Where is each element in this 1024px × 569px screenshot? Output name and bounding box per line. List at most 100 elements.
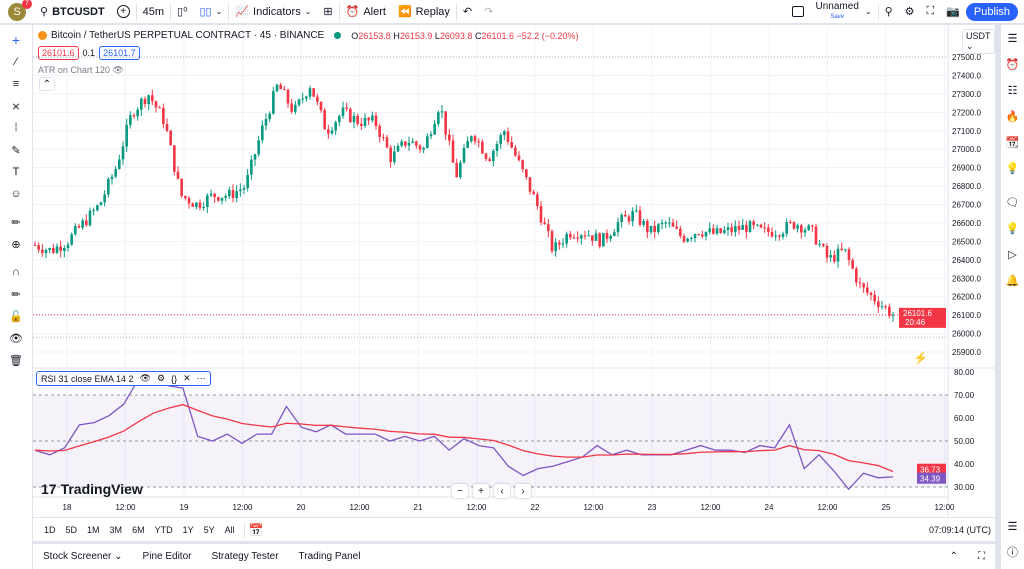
candle bbox=[41, 249, 44, 254]
range-1d[interactable]: 1D bbox=[44, 524, 56, 535]
layers-button[interactable]: ☰ bbox=[1001, 513, 1024, 539]
symbol-title[interactable]: Bitcoin / TetherUS PERPETUAL CONTRACT · … bbox=[51, 30, 325, 41]
candle bbox=[103, 194, 106, 203]
maximize-panel-button[interactable]: ⛶ bbox=[978, 551, 985, 562]
calendar-button[interactable]: 📆 bbox=[1001, 129, 1024, 155]
time-tick-label: 22 bbox=[531, 503, 540, 512]
pattern-tool[interactable]: ⨯ bbox=[0, 95, 32, 117]
emoji-tool[interactable]: ☺ bbox=[0, 183, 32, 205]
sell-price-button[interactable]: 26101.6 bbox=[38, 46, 79, 60]
compare-button[interactable]: + bbox=[111, 0, 136, 24]
range-1y[interactable]: 1Y bbox=[182, 524, 194, 535]
magnet-icon: ∩ bbox=[12, 266, 20, 278]
eye-hidden-icon[interactable]: 👁 bbox=[112, 65, 124, 75]
lock-drawing-tool[interactable]: ✏ bbox=[0, 283, 32, 305]
ideas-button[interactable]: 💡 bbox=[1001, 155, 1024, 181]
candle bbox=[378, 126, 381, 138]
layout-name[interactable]: Unnamed Save bbox=[810, 0, 865, 24]
alert-button[interactable]: ⏰ Alert bbox=[340, 0, 392, 24]
tab-strategy-tester[interactable]: Strategy Tester bbox=[211, 551, 279, 562]
scroll-right-button[interactable]: › bbox=[515, 484, 531, 498]
close-icon[interactable]: ✕ bbox=[183, 373, 191, 383]
calendar-icon[interactable]: 📅 bbox=[248, 522, 264, 537]
tab-pine-editor[interactable]: Pine Editor bbox=[142, 551, 192, 562]
candle bbox=[770, 231, 774, 237]
zoom-tool[interactable]: ⊕ bbox=[0, 233, 32, 255]
time-tick-label: 12:00 bbox=[817, 503, 838, 512]
alerts-button[interactable]: ⏰ bbox=[1001, 51, 1024, 77]
undo-button[interactable]: ↶ bbox=[457, 0, 478, 24]
trendline-tool[interactable]: ∕ bbox=[0, 51, 32, 73]
layout-button[interactable] bbox=[786, 0, 810, 24]
quick-search-button[interactable]: ⚲ bbox=[879, 0, 899, 24]
chart-area[interactable]: 27500.0 27400.0 27300.0 27200.0 27100.0 27000… bbox=[33, 25, 995, 541]
range-6m[interactable]: 6M bbox=[132, 524, 145, 535]
redo-button[interactable]: ↷ bbox=[478, 0, 499, 24]
tab-trading-panel[interactable]: Trading Panel bbox=[298, 551, 361, 562]
ruler-tool[interactable]: ✏ bbox=[0, 211, 32, 233]
chevron-down-icon[interactable]: ⌄ bbox=[864, 7, 872, 16]
hide-tool[interactable]: 👁 bbox=[0, 327, 32, 349]
source-code-icon[interactable]: {} bbox=[171, 373, 178, 384]
candle bbox=[151, 95, 154, 102]
publish-button[interactable]: Publish bbox=[965, 2, 1018, 21]
remove-tool[interactable]: 🗑 bbox=[0, 349, 32, 371]
indicators-button[interactable]: 📈 Indicators ⌄ bbox=[229, 0, 317, 24]
zoom-in-button[interactable]: + bbox=[473, 484, 489, 498]
help-button[interactable]: ⓘ bbox=[1001, 539, 1024, 565]
gear-icon[interactable]: ⚙ bbox=[157, 373, 166, 383]
candle bbox=[180, 178, 183, 196]
streams-button[interactable]: 💡 bbox=[1001, 215, 1024, 241]
range-ytd[interactable]: YTD bbox=[154, 524, 173, 535]
lightning-icon[interactable]: ⚡ bbox=[913, 351, 928, 365]
chats-button[interactable]: 🗨 bbox=[1001, 189, 1024, 215]
range-5y[interactable]: 5Y bbox=[203, 524, 215, 535]
fullscreen-button[interactable]: ⛶ bbox=[921, 0, 941, 24]
scroll-left-button[interactable]: ‹ bbox=[494, 484, 510, 498]
candle bbox=[85, 220, 88, 226]
range-1m[interactable]: 1M bbox=[87, 524, 100, 535]
buy-price-button[interactable]: 26101.7 bbox=[99, 46, 140, 60]
snapshot-button[interactable]: 📷 bbox=[940, 0, 966, 24]
templates-button[interactable]: ⊞ bbox=[317, 0, 338, 24]
lock-icon: 🔓 bbox=[9, 310, 23, 323]
interval-button[interactable]: 45m bbox=[142, 5, 165, 18]
candle bbox=[499, 135, 502, 145]
more-icon[interactable]: ⋯ bbox=[196, 373, 206, 383]
object-tree-button[interactable]: ☷ bbox=[1001, 77, 1024, 103]
brush-tool[interactable]: ✎ bbox=[0, 139, 32, 161]
fib-tool[interactable]: ≡ bbox=[0, 73, 32, 95]
projection-tool[interactable]: ⁞ bbox=[0, 117, 32, 139]
notifications-button[interactable]: 🔔 bbox=[1001, 267, 1024, 293]
candle bbox=[173, 145, 176, 172]
save-link[interactable]: Save bbox=[830, 13, 845, 20]
range-3m[interactable]: 3M bbox=[109, 524, 123, 535]
magnet-tool[interactable]: ∩ bbox=[0, 261, 32, 283]
tab-stock-screener[interactable]: Stock Screener ⌄ bbox=[43, 551, 123, 562]
candle bbox=[594, 233, 598, 241]
bar-style-button[interactable]: ▯⁰ bbox=[171, 0, 193, 24]
range-5d[interactable]: 5D bbox=[65, 524, 78, 535]
rsi-legend[interactable]: RSI 31 close EMA 14 2 👁 ⚙ {} ✕ ⋯ bbox=[36, 371, 211, 386]
chart-canvas[interactable]: 27500.0 27400.0 27300.0 27200.0 27100.0 27000… bbox=[33, 25, 995, 541]
watchlist-button[interactable]: ☰ bbox=[1001, 25, 1024, 51]
symbol-search[interactable]: ⚲ BTCUSDT bbox=[34, 0, 111, 24]
replay-button[interactable]: ⏪ Replay bbox=[392, 0, 456, 24]
crosshair-tool[interactable]: + bbox=[0, 29, 32, 51]
eye-icon[interactable]: 👁 bbox=[139, 373, 151, 383]
text-tool[interactable]: T bbox=[0, 161, 32, 183]
lock-tool[interactable]: 🔓 bbox=[0, 305, 32, 327]
hotlists-button[interactable]: 🔥 bbox=[1001, 103, 1024, 129]
live-button[interactable]: ▷ bbox=[1001, 241, 1024, 267]
utc-clock[interactable]: 07:09:14 (UTC) bbox=[928, 524, 991, 535]
candle-style-button[interactable]: ▯▯ ⌄ bbox=[194, 0, 229, 24]
atr-indicator-label[interactable]: ATR on Chart 120 👁 bbox=[38, 65, 124, 75]
range-all[interactable]: All bbox=[224, 524, 235, 535]
expand-panel-button[interactable]: ⌃ bbox=[949, 551, 958, 562]
zoom-out-button[interactable]: − bbox=[452, 484, 468, 498]
collapse-legend-button[interactable]: ⌃ bbox=[39, 77, 55, 91]
settings-button[interactable]: ⚙ bbox=[899, 0, 921, 24]
currency-select[interactable]: USDT ⌄ bbox=[962, 29, 995, 54]
candle bbox=[763, 227, 766, 229]
